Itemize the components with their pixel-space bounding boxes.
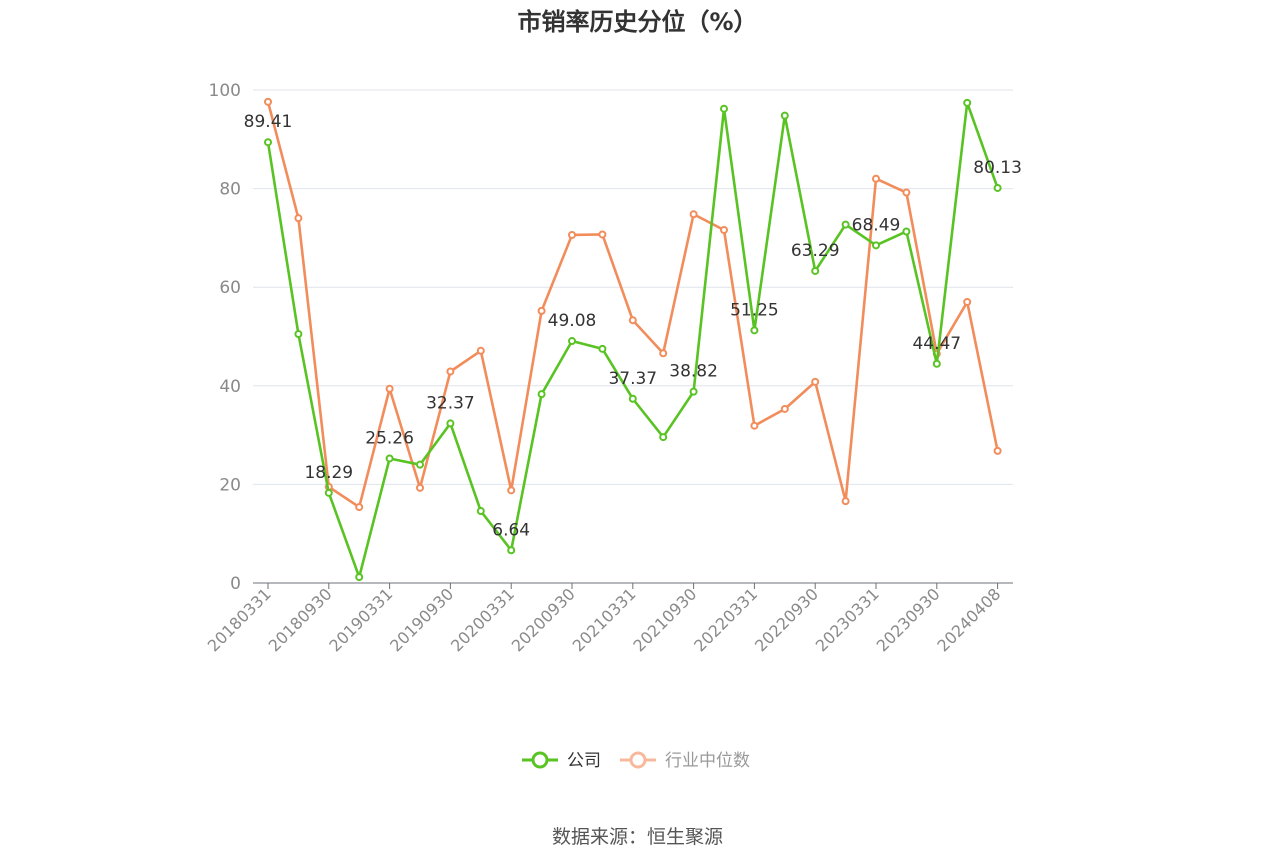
y-tick-label: 100 — [209, 81, 241, 101]
x-tick-label: 20180930 — [265, 584, 336, 655]
industry-data-point — [568, 230, 576, 239]
x-tick-label: 20180331 — [204, 584, 275, 655]
industry-data-point — [963, 297, 972, 306]
industry-data-point — [628, 316, 637, 325]
data-label: 38.82 — [669, 362, 718, 382]
x-tick-label: 20200331 — [447, 584, 518, 655]
industry-data-point — [416, 483, 424, 492]
company-data-point — [811, 266, 820, 275]
y-tick-label: 40 — [219, 377, 241, 397]
industry-data-point — [720, 226, 728, 235]
industry-data-point — [537, 306, 546, 315]
data-label: 68.49 — [852, 215, 901, 235]
x-tick-label: 20220930 — [751, 584, 822, 655]
industry-data-point — [355, 503, 364, 512]
company-data-point — [780, 111, 789, 120]
data-label: 18.29 — [304, 463, 353, 483]
legend-label: 公司 — [567, 751, 601, 771]
x-tick-label: 20210331 — [569, 584, 640, 655]
legend-marker — [629, 751, 647, 769]
industry-data-point — [993, 446, 1002, 455]
industry-data-point — [446, 367, 455, 376]
company-data-point — [750, 326, 759, 335]
x-tick-label: 20230331 — [812, 584, 883, 655]
legend-item-industry[interactable]: 行业中位数 — [620, 751, 750, 771]
company-data-point — [689, 387, 698, 396]
legend-marker — [531, 751, 549, 769]
industry-data-point — [689, 210, 698, 219]
industry-data-point — [659, 349, 668, 358]
company-series-line — [266, 101, 999, 579]
data-label: 44.47 — [912, 334, 961, 354]
industry-data-point — [780, 404, 789, 413]
company-data-point — [507, 546, 516, 555]
data-label: 37.37 — [608, 369, 657, 389]
company-data-point — [598, 344, 607, 353]
y-tick-label: 80 — [219, 180, 241, 200]
grid-lines — [253, 89, 1013, 485]
data-label: 63.29 — [791, 241, 840, 261]
company-data-point — [659, 433, 668, 442]
industry-data-point — [872, 174, 880, 183]
legend-item-company[interactable]: 公司 — [522, 751, 601, 771]
company-data-point — [902, 227, 911, 236]
y-tick-label: 0 — [230, 574, 241, 594]
chart-title: 市销率历史分位（%） — [517, 8, 758, 36]
company-data-point — [932, 359, 941, 368]
y-tick-label: 20 — [219, 475, 241, 495]
industry-data-point — [294, 214, 303, 223]
company-data-point — [628, 394, 637, 403]
company-data-point — [963, 98, 972, 107]
company-data-point — [355, 573, 364, 582]
x-tick-label: 20230930 — [873, 584, 944, 655]
industry-data-point — [750, 421, 759, 430]
legend[interactable]: 公司 行业中位数 — [522, 751, 750, 771]
series-lines — [264, 97, 1002, 582]
industry-data-point — [476, 346, 485, 355]
company-data-point — [993, 183, 1002, 192]
industry-data-point — [902, 188, 911, 197]
data-label: 32.37 — [426, 393, 475, 413]
data-label: 80.13 — [973, 158, 1022, 178]
company-data-point — [872, 241, 880, 250]
company-data-point — [476, 507, 485, 516]
company-data-point — [416, 460, 424, 469]
x-tick-label: 20200930 — [508, 584, 579, 655]
data-label: 51.25 — [730, 300, 779, 320]
x-tick-label: 20240408 — [933, 584, 1004, 655]
data-label: 6.64 — [492, 520, 530, 540]
industry-data-point — [264, 97, 272, 106]
company-data-point — [841, 220, 850, 229]
industry-data-point — [811, 377, 820, 386]
industry-data-point — [507, 486, 516, 495]
company-data-point — [264, 138, 272, 147]
x-tick-label: 20190930 — [386, 584, 457, 655]
legend-label: 行业中位数 — [665, 751, 750, 771]
data-source-note: 数据来源：恒生聚源 — [551, 826, 723, 848]
data-labels: 89.41 18.29 25.26 32.37 6.64 49.08 37.37 38.82 5… — [244, 112, 1022, 540]
industry-data-point — [385, 384, 394, 393]
x-tick-label: 20220331 — [690, 584, 761, 655]
company-data-point — [324, 488, 333, 497]
industry-data-point — [598, 230, 607, 239]
company-data-point — [446, 419, 455, 428]
industry-data-point — [841, 497, 850, 506]
company-data-point — [568, 337, 576, 346]
x-tick-label: 20210930 — [629, 584, 700, 655]
y-tick-label: 60 — [219, 278, 241, 298]
x-tick-label: 20190331 — [325, 584, 396, 655]
company-data-point — [294, 330, 303, 339]
data-label: 89.41 — [244, 112, 293, 132]
data-label: 49.08 — [548, 311, 597, 331]
company-data-point — [385, 454, 394, 463]
company-data-point — [537, 390, 546, 399]
data-label: 25.26 — [365, 428, 414, 448]
company-data-point — [720, 104, 728, 113]
